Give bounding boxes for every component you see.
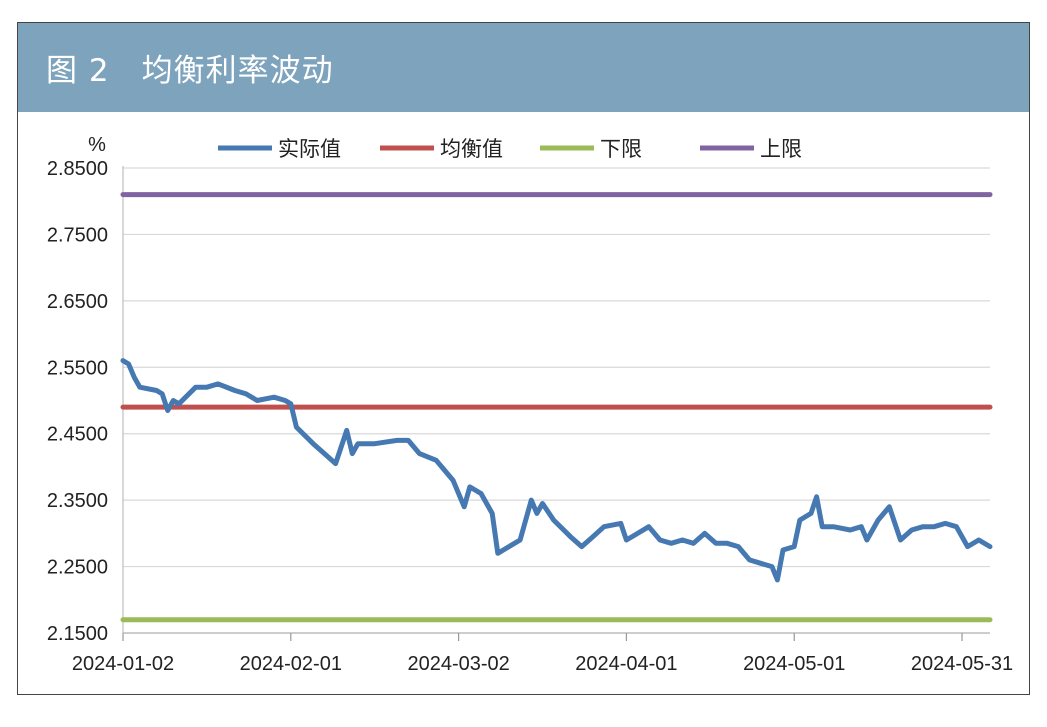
chart-title: 图 2 均衡利率波动 xyxy=(46,53,334,89)
legend-label-lower: 下限 xyxy=(600,137,642,161)
y-tick-label: 2.8500 xyxy=(47,158,108,180)
y-tick-label: 2.3500 xyxy=(47,490,108,512)
y-tick-label: 2.2500 xyxy=(47,557,108,579)
y-tick-label: 2.7500 xyxy=(47,224,108,246)
legend-label-actual: 实际值 xyxy=(278,137,341,161)
y-tick-label: 2.4500 xyxy=(47,424,108,446)
legend-label-upper: 上限 xyxy=(760,137,802,161)
x-tick-label: 2024-02-01 xyxy=(240,653,342,675)
x-tick-label: 2024-05-01 xyxy=(743,653,845,675)
y-tick-label: 2.1500 xyxy=(47,623,108,645)
x-tick-label: 2024-04-01 xyxy=(575,653,677,675)
series-line-actual xyxy=(120,358,993,583)
y-tick-label: 2.6500 xyxy=(47,291,108,313)
x-tick-label: 2024-01-02 xyxy=(72,653,174,675)
x-tick-label: 2024-03-02 xyxy=(407,653,509,675)
legend-label-equilibrium: 均衡值 xyxy=(440,137,503,161)
y-tick-label: 2.5500 xyxy=(47,357,108,379)
x-tick-label: 2024-05-31 xyxy=(911,653,1013,675)
chart-frame: 图 2 均衡利率波动 xyxy=(17,22,1030,695)
y-axis-unit: % xyxy=(88,134,106,156)
chart-header: 图 2 均衡利率波动 xyxy=(18,23,1029,112)
